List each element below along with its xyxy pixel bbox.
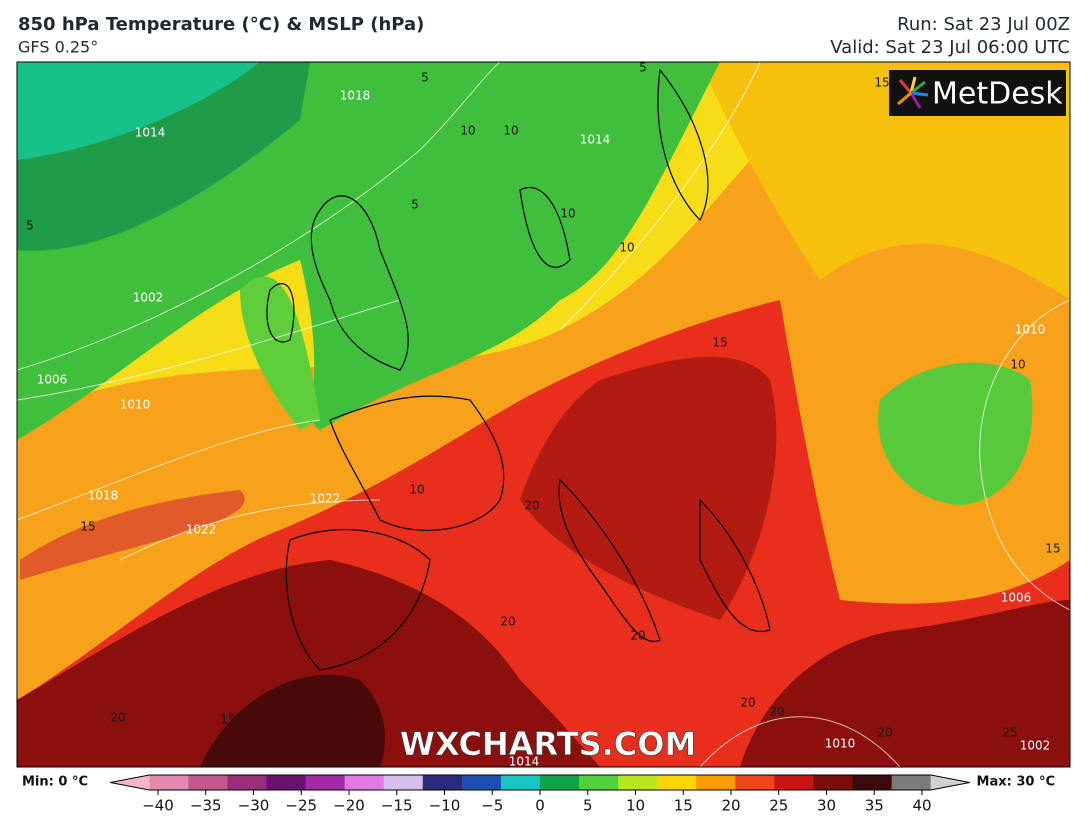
colorbar-tick-label: 40: [912, 797, 931, 815]
colorbar-outline: [110, 774, 970, 791]
map-frame: [16, 61, 1071, 768]
colorbar-tick-label: 35: [865, 797, 884, 815]
contour-label: 1006: [37, 373, 68, 387]
colorbar-segment: [500, 775, 541, 790]
colorbar-tick-label: 5: [583, 797, 593, 815]
colorbar-segment: [852, 775, 893, 790]
colorbar-tick-label: 0: [535, 797, 545, 815]
max-label: Max: 30 °C: [977, 775, 1055, 790]
contour-label: 5: [421, 71, 429, 85]
colorbar-segment: [735, 775, 775, 790]
contour-label: 20: [877, 726, 892, 740]
contour-label: 1022: [186, 523, 217, 537]
colorbar-segment: [227, 775, 268, 790]
contour-label: 5: [411, 198, 419, 212]
contour-label: 10: [619, 241, 634, 255]
colorbar-tick-label: 30: [817, 797, 836, 815]
colorbar-tick-label: −20: [333, 797, 365, 815]
colorbar-segment: [540, 775, 580, 790]
map: [17, 62, 1070, 767]
colorbar-segment: [618, 775, 658, 790]
contour-label: 25: [1002, 726, 1017, 740]
contour-label: 1018: [340, 89, 371, 103]
colorbar-segment: [579, 775, 619, 790]
colorbar-tick-label: 25: [769, 797, 788, 815]
valid: Valid: Sat 23 Jul 06:00 UTC: [830, 37, 1070, 58]
colorbar-tick-label: −30: [238, 797, 270, 815]
contour-label: 20: [110, 711, 125, 725]
contour-label: 1014: [580, 133, 611, 147]
colorbar-segment: [774, 775, 814, 790]
colorbar-tick-label: −35: [190, 797, 222, 815]
contour-label: 1014: [509, 755, 540, 769]
logo: MetDesk: [889, 70, 1066, 116]
colorbar-segment: [266, 775, 307, 790]
colorbar-segment: [422, 775, 463, 790]
contour-label: 1022: [310, 492, 341, 506]
model: GFS 0.25°: [18, 38, 98, 57]
colorbar-segment: [383, 775, 424, 790]
min-label: Min: 0 °C: [22, 775, 88, 790]
colorbar-segment: [344, 775, 385, 790]
colorbar-segment: [149, 775, 189, 790]
contour-label: 20: [740, 696, 755, 710]
watermark: WXCHARTS.COM: [400, 725, 697, 763]
colorbar-segment: [657, 775, 697, 790]
contour-label: 15: [874, 76, 889, 90]
contour-label: 15: [220, 713, 235, 727]
contour-label: 10: [503, 124, 518, 138]
contour-label: 20: [500, 615, 515, 629]
colorbar-tick-label: 20: [721, 797, 740, 815]
colorbar-segment: [305, 775, 346, 790]
colorbar-segment: [891, 775, 932, 790]
colorbar: −40 −35 −30 −25 −20 −15 −10 −5 0 5 10 15 20 25 30 35 40: [110, 774, 970, 815]
colorbar-tick-label: −40: [142, 797, 174, 815]
colorbar-end: [110, 775, 150, 790]
contour-label: 1014: [135, 126, 166, 140]
contour-label: 1010: [120, 398, 151, 412]
contour-label: 1006: [1001, 591, 1032, 605]
colorbar-tick-label: −5: [481, 797, 503, 815]
contour-label: 20: [769, 705, 784, 719]
contour-label: 20: [630, 629, 645, 643]
contour-label: 1002: [1020, 739, 1051, 753]
colorbar-segment: [813, 775, 854, 790]
contour-label: 10: [460, 124, 475, 138]
contour-label: 1010: [1015, 323, 1046, 337]
colorbar-segment: [696, 775, 736, 790]
colorbar-tick-label: −25: [285, 797, 317, 815]
contour-label: 10: [409, 483, 424, 497]
contour-label: 20: [524, 499, 539, 513]
colorbar-tick-label: −10: [429, 797, 461, 815]
contour-label: 5: [26, 219, 34, 233]
contour-label: 1010: [825, 737, 856, 751]
colorbar-tick-label: 15: [674, 797, 693, 815]
colorbar-segment: [188, 775, 228, 790]
colorbar-segment: [461, 775, 502, 790]
contour-label: 15: [1045, 542, 1060, 556]
contour-label: 1018: [88, 489, 119, 503]
contour-label: 15: [712, 336, 727, 350]
contour-label: 10: [560, 207, 575, 221]
contour-label: 5: [639, 61, 647, 75]
run: Run: Sat 23 Jul 00Z: [897, 14, 1070, 35]
logo-text: MetDesk: [932, 77, 1063, 112]
contour-label: 15: [80, 520, 95, 534]
colorbar-end: [930, 775, 970, 790]
contour-label: 1002: [133, 291, 164, 305]
title: 850 hPa Temperature (°C) & MSLP (hPa): [18, 14, 424, 35]
colorbar-tick-label: 10: [626, 797, 645, 815]
colorbar-tick-label: −15: [381, 797, 413, 815]
contour-label: 10: [1010, 358, 1025, 372]
